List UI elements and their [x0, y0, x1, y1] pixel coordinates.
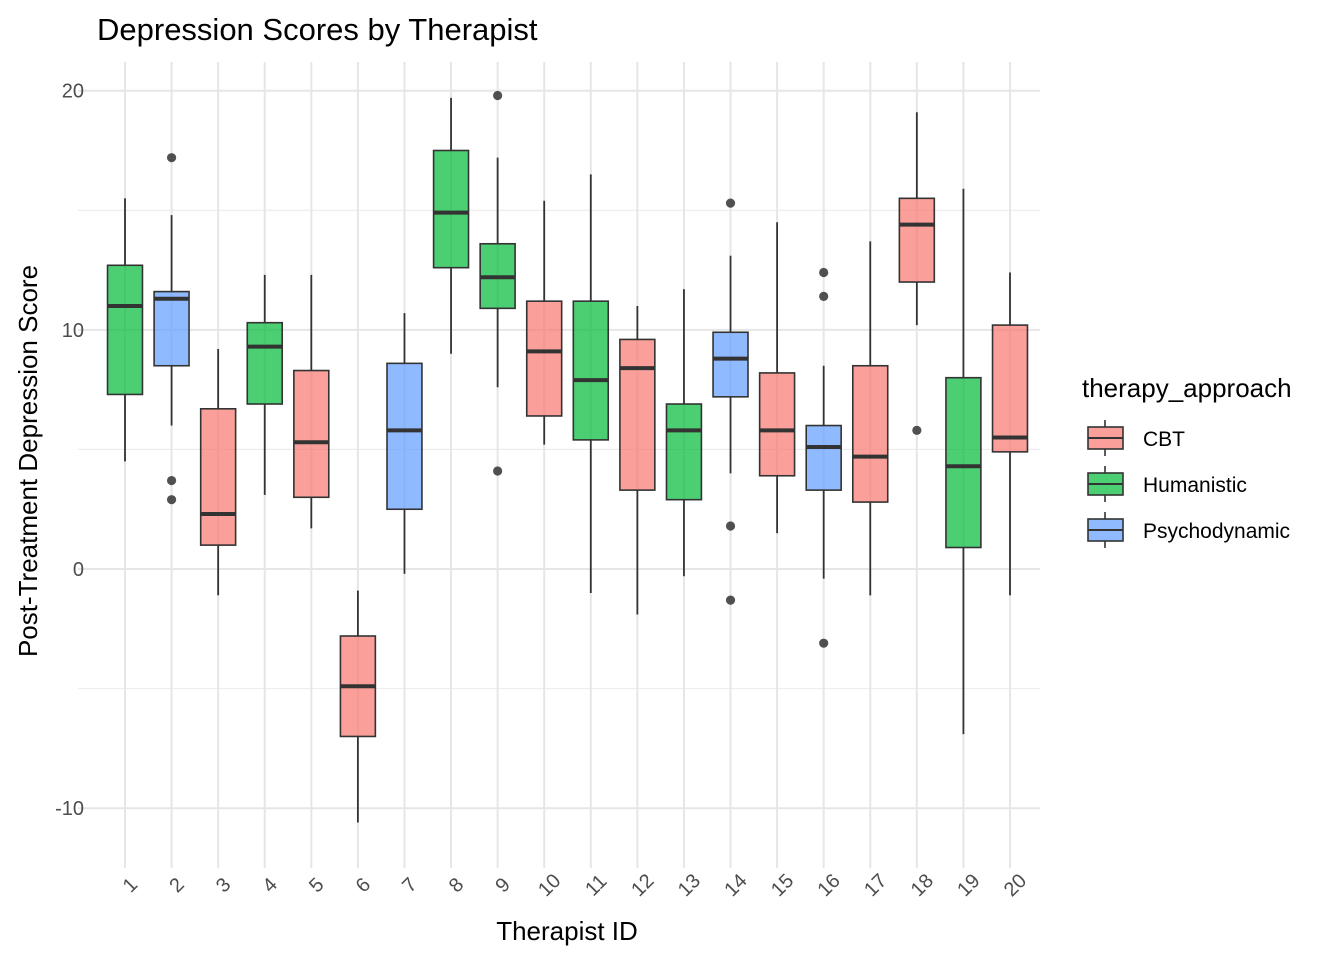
- y-tick-label: -10: [55, 798, 84, 820]
- box-iqr: [758, 372, 796, 477]
- x-tick-label: 18: [907, 870, 938, 901]
- box-iqr: [525, 300, 563, 417]
- box-therapist-16: [805, 267, 842, 648]
- outlier-point: [819, 638, 829, 648]
- box-therapist-12: [619, 305, 656, 615]
- box-iqr: [246, 321, 284, 405]
- box-therapist-11: [572, 174, 610, 593]
- box-therapist-17: [851, 241, 889, 596]
- x-tick-label: 12: [627, 870, 658, 901]
- legend-key-psychodynamic: Psychodynamic: [1087, 512, 1290, 548]
- chart-title: Depression Scores by Therapist: [97, 12, 538, 47]
- box-therapist-1: [106, 198, 144, 462]
- outlier-point: [725, 198, 736, 208]
- box-therapist-14: [712, 198, 749, 605]
- legend-title: therapy_approach: [1082, 373, 1292, 403]
- outlier-point: [912, 425, 922, 435]
- box-iqr: [805, 424, 842, 491]
- box-therapist-6: [339, 590, 377, 823]
- x-tick-label: 14: [720, 870, 751, 901]
- box-therapist-13: [665, 289, 703, 577]
- box-therapist-15: [758, 222, 796, 534]
- box-iqr: [572, 300, 610, 441]
- x-tick-label: 3: [212, 874, 235, 897]
- box-iqr: [851, 364, 889, 503]
- box-iqr: [199, 407, 237, 546]
- box-therapist-9: [479, 90, 516, 476]
- box-iqr: [898, 197, 936, 283]
- box-therapist-2: [153, 153, 190, 505]
- outlier-point: [166, 153, 177, 163]
- box-iqr: [386, 362, 423, 511]
- legend-label: Psychodynamic: [1143, 520, 1290, 543]
- box-iqr: [106, 264, 144, 396]
- x-tick-label: 11: [581, 870, 611, 900]
- legend-label: Humanistic: [1143, 474, 1247, 497]
- plot-area: [106, 90, 1029, 823]
- legend-label: CBT: [1143, 428, 1185, 451]
- x-tick-label: 4: [259, 874, 282, 897]
- box-iqr: [153, 290, 190, 367]
- box-iqr: [293, 369, 330, 499]
- x-tick-label: 9: [491, 874, 514, 897]
- box-therapist-3: [199, 349, 237, 596]
- box-therapist-19: [945, 188, 982, 735]
- y-tick-label: 20: [62, 81, 84, 103]
- box-iqr: [619, 338, 656, 491]
- x-tick-label: 5: [305, 874, 328, 897]
- box-iqr: [945, 376, 982, 549]
- x-tick-label: 6: [352, 874, 375, 897]
- box-iqr: [991, 324, 1029, 453]
- x-tick-label: 16: [814, 870, 845, 901]
- x-tick-label: 2: [165, 874, 188, 897]
- x-tick-label: 17: [860, 870, 891, 901]
- outlier-point: [725, 595, 736, 605]
- x-tick-label: 10: [534, 870, 565, 901]
- legend-key-cbt: CBT: [1087, 420, 1185, 456]
- y-tick-label: 10: [62, 320, 84, 342]
- outlier-point: [819, 267, 829, 278]
- y-axis: -10 0 10 20: [55, 81, 84, 821]
- box-therapist-4: [246, 274, 284, 495]
- x-tick-label: 15: [767, 870, 798, 901]
- x-tick-label: 13: [674, 870, 705, 901]
- y-tick-label: 0: [73, 559, 84, 581]
- x-tick-label: 7: [398, 874, 421, 897]
- box-therapist-10: [525, 200, 563, 445]
- y-axis-title: Post-Treatment Depression Score: [13, 265, 43, 657]
- box-iqr: [432, 149, 470, 269]
- box-therapist-5: [293, 274, 330, 529]
- box-therapist-18: [898, 112, 936, 435]
- box-iqr: [712, 331, 749, 398]
- legend: therapy_approach CBT Humanistic Psychodyna…: [1082, 373, 1292, 548]
- x-tick-label: 19: [953, 870, 984, 901]
- x-tick-label: 8: [445, 874, 468, 897]
- box-therapist-7: [386, 313, 423, 574]
- outlier-point: [725, 521, 736, 531]
- outlier-point: [819, 291, 829, 301]
- x-tick-label: 20: [1000, 870, 1031, 901]
- legend-key-humanistic: Humanistic: [1087, 466, 1247, 502]
- outlier-point: [166, 475, 177, 486]
- x-tick-label: 1: [119, 874, 142, 897]
- outlier-point: [166, 495, 177, 505]
- x-axis: 1 2 3 4 5 6 7 8 9 10 11 12 13 14 15 16 17 18 19 20: [119, 870, 1031, 901]
- outlier-point: [493, 466, 503, 476]
- box-therapist-8: [432, 97, 470, 354]
- box-therapist-20: [991, 272, 1029, 596]
- x-axis-title: Therapist ID: [496, 916, 638, 946]
- box-iqr: [665, 403, 703, 501]
- outlier-point: [493, 90, 503, 101]
